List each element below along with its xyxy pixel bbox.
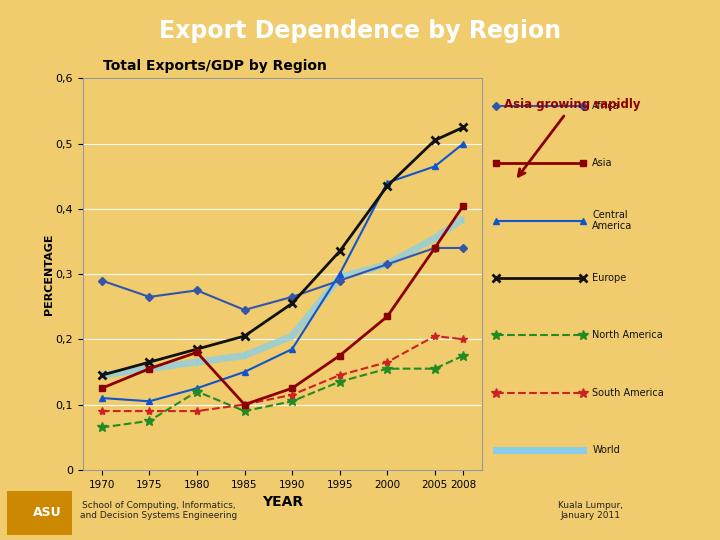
Text: Total Exports/GDP by Region: Total Exports/GDP by Region <box>103 59 327 73</box>
Text: Africa: Africa <box>593 100 620 111</box>
Bar <box>7 491 72 535</box>
Y-axis label: PERCENTAGE: PERCENTAGE <box>44 233 54 315</box>
Text: Asia: Asia <box>593 158 613 168</box>
Text: World: World <box>593 445 620 455</box>
Text: Europe: Europe <box>593 273 626 283</box>
Text: Central
America: Central America <box>593 210 633 231</box>
Text: Export Dependence by Region: Export Dependence by Region <box>159 19 561 43</box>
Text: Asia growing rapidly: Asia growing rapidly <box>504 98 641 176</box>
Text: School of Computing, Informatics,
and Decision Systems Engineering: School of Computing, Informatics, and De… <box>80 501 237 520</box>
Text: ASU: ASU <box>32 507 61 519</box>
X-axis label: YEAR: YEAR <box>262 495 303 509</box>
Text: South America: South America <box>593 388 664 398</box>
Text: North America: North America <box>593 330 663 340</box>
Text: Kuala Lumpur,
January 2011: Kuala Lumpur, January 2011 <box>558 501 623 520</box>
